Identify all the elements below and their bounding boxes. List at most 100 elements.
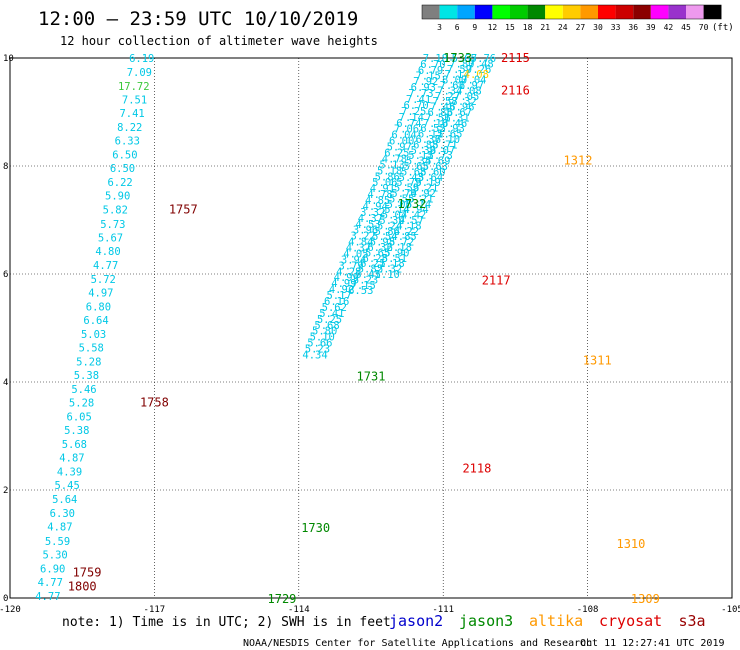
wave-height-label: 5.90 [384, 247, 409, 259]
pass-time-label: 1312 [564, 154, 593, 168]
colorbar-swatch [439, 5, 458, 19]
colorbar-tick-label: 18 [523, 23, 533, 32]
y-tick-label: 6 [3, 270, 8, 280]
colorbar-tick-label: 36 [628, 23, 638, 32]
colorbar-frame [421, 4, 722, 20]
wave-height-label: 4.57 [399, 215, 424, 227]
colorbar-swatch [492, 5, 510, 19]
wave-height-label: 5.67 [98, 232, 123, 244]
wave-height-label: 3.94 [341, 254, 366, 266]
legend-jason3: jason3 [459, 612, 513, 630]
wave-height-label: 7.51 [425, 112, 450, 124]
wave-height-label: 5.65 [452, 53, 477, 65]
wave-height-label: 5.18 [377, 165, 402, 177]
wave-height-label: 6.16 [324, 296, 349, 308]
wave-height-label: 6.05 [67, 412, 92, 424]
chart-subtitle: 12 hour collection of altimeter wave hei… [60, 34, 378, 48]
wave-height-label: 6.67 [447, 107, 472, 119]
wave-height-label: 5.28 [69, 398, 94, 410]
wave-height-label: 5.62 [322, 302, 347, 314]
wave-height-label: 5.51 [382, 253, 407, 265]
pass-time-label: 2118 [462, 461, 491, 475]
wave-height-label: 5.28 [76, 356, 101, 368]
colorbar-tick-label: 30 [593, 23, 603, 32]
wave-height-label: 7.09 [127, 67, 152, 79]
wave-height-label: 3.79 [338, 260, 363, 272]
wave-height-label: 5.65 [365, 247, 390, 259]
wave-height-label: 5.07 [382, 210, 407, 222]
x-tick-label: -117 [144, 605, 166, 615]
wave-height-label: 5.55 [389, 193, 414, 205]
wave-height-label: 5.38 [74, 370, 99, 382]
wave-height-label: 5.41 [355, 269, 380, 281]
wave-height-label: 4.05 [343, 248, 368, 260]
colorbar-swatch [562, 5, 581, 19]
wave-height-label: 7.48 [468, 58, 493, 70]
wave-height-label: 5.21 [413, 183, 438, 195]
y-tick-label: 0 [3, 594, 8, 604]
wave-height-label: 6.85 [428, 107, 453, 119]
wave-height-label: 5.10 [310, 332, 335, 344]
colorbar-swatch [545, 5, 563, 19]
wave-height-label: 7.92 [413, 76, 438, 88]
colorbar-swatch [422, 5, 440, 19]
wave-height-label: 7.10 [423, 118, 448, 130]
wave-height-label: 5.73 [428, 150, 453, 162]
wave-height-label: 5.98 [370, 237, 395, 249]
wave-height-label: 4.80 [95, 246, 120, 258]
wave-height-label: 8.22 [117, 122, 142, 134]
colorbar-tick-label: 42 [664, 23, 674, 32]
wave-height-label: 7.73 [408, 88, 433, 100]
wave-height-label: 4.92 [411, 188, 436, 200]
wave-height-label: 6.04 [391, 130, 416, 142]
pass-time-label: 2117 [482, 273, 511, 287]
wave-height-label: 4.28 [336, 266, 361, 278]
pass-time-label: 1729 [268, 592, 297, 606]
colorbar-tick-label: 33 [611, 23, 621, 32]
wave-height-label: 7.80 [449, 58, 474, 70]
wave-height-label: 5.10 [375, 269, 400, 281]
wave-height-label: 5.23 [305, 344, 330, 356]
colorbar-swatch [703, 5, 722, 19]
colorbar-tick-label: 70 [699, 23, 709, 32]
colorbar-tick-label: 3 [437, 23, 442, 32]
colorbar-unit-label: (ft) [712, 23, 734, 33]
wave-height-label: 6.52 [420, 123, 445, 135]
grid-lines [10, 58, 732, 598]
wave-height-label: 5.54 [372, 231, 397, 243]
colorbar-tick-label: 6 [455, 23, 460, 32]
wave-height-label: 4.39 [57, 467, 82, 479]
colorbar-swatch [633, 5, 651, 19]
colorbar-swatch [527, 5, 546, 19]
x-tick-label: -114 [288, 605, 310, 615]
colorbar-tick-label: 27 [576, 23, 586, 32]
wave-height-label: 7.27 [435, 91, 460, 103]
wave-height-label: 7.32 [452, 96, 477, 108]
wave-height-label: 7.05 [454, 91, 479, 103]
footer-credit: NOAA/NESDIS Center for Satellite Applica… [243, 638, 592, 649]
wave-height-label: 5.21 [408, 193, 433, 205]
wave-height-label: 6.90 [40, 563, 65, 575]
wave-height-label: 4.97 [88, 287, 113, 299]
wave-height-label: 6.18 [387, 242, 412, 254]
wave-height-label: 5.38 [64, 425, 89, 437]
pass-time-label: 1733 [443, 51, 472, 65]
footer-note: note: 1) Time is in UTC; 2) SWH is in fe… [62, 615, 391, 630]
wave-height-label: 3.32 [360, 207, 385, 219]
wave-height-label: 7.59 [447, 64, 472, 76]
wave-height-label: 5.43 [399, 172, 424, 184]
wave-height-label: 5.39 [411, 145, 436, 157]
wave-height-label: 4.87 [59, 453, 84, 465]
wave-height-label: 6.37 [415, 134, 440, 146]
wave-height-label: 5.72 [91, 274, 116, 286]
wave-height-label: 7.45 [430, 102, 455, 114]
wave-height-label: 5.68 [401, 166, 426, 178]
pass-time-label: 1800 [68, 580, 97, 594]
wave-height-label: 7.18 [423, 53, 448, 65]
wave-height-label: 6.50 [112, 150, 137, 162]
wave-height-label: 6.96 [449, 102, 474, 114]
wave-height-label: 5.45 [54, 480, 79, 492]
wave-height-label: 5.80 [312, 326, 337, 338]
wave-height-label: 7.14 [399, 112, 424, 124]
colorbar-tick-label: 12 [488, 23, 498, 32]
